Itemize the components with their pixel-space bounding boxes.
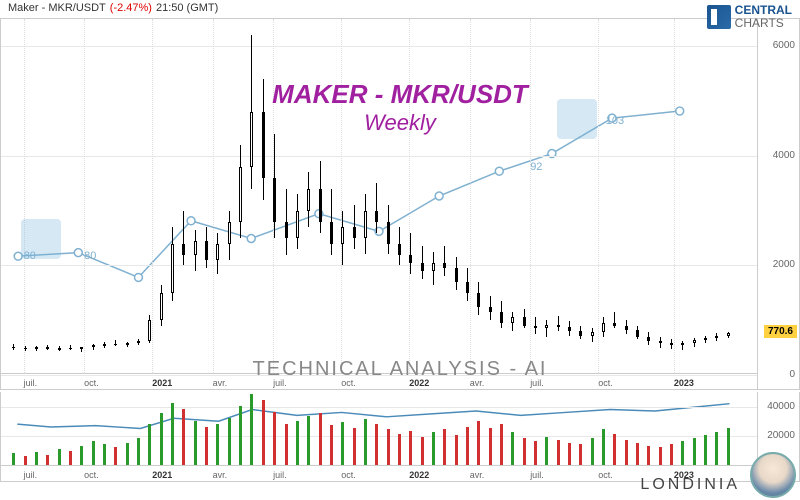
overlay-line (1, 19, 757, 373)
chart-title: MAKER - MKR/USDT Weekly (272, 79, 528, 136)
chart-plot-area: 808010392 (1, 19, 757, 373)
brand-logo: CENTRAL CHARTS (707, 4, 792, 30)
title-sub: Weekly (272, 110, 528, 136)
logo-text: CENTRAL CHARTS (735, 4, 792, 30)
title-main: MAKER - MKR/USDT (272, 79, 528, 110)
londinia-label: LONDINIA (640, 476, 740, 494)
watermark-text: TECHNICAL ANALYSIS - AI (253, 358, 548, 381)
price-yaxis: 0200040006000770.6 (757, 19, 799, 389)
main-price-chart[interactable]: MAKER - MKR/USDT Weekly TECHNICAL ANALYS… (0, 18, 800, 390)
change-label: (-2.47%) (110, 2, 152, 14)
avatar-icon[interactable] (750, 452, 796, 498)
chart-header: Maker - MKR/USDT (-2.47%) 21:50 (GMT) (0, 0, 226, 16)
symbol-label: Maker - MKR/USDT (8, 2, 106, 14)
volume-chart[interactable]: 2000040000 juil.oct.2021avr.juil.oct.202… (0, 392, 800, 482)
time-label: 21:50 (GMT) (156, 2, 218, 14)
logo-icon (707, 5, 731, 29)
deco-icon (557, 99, 597, 139)
deco-icon (21, 219, 61, 259)
volume-plot-area (1, 392, 757, 465)
